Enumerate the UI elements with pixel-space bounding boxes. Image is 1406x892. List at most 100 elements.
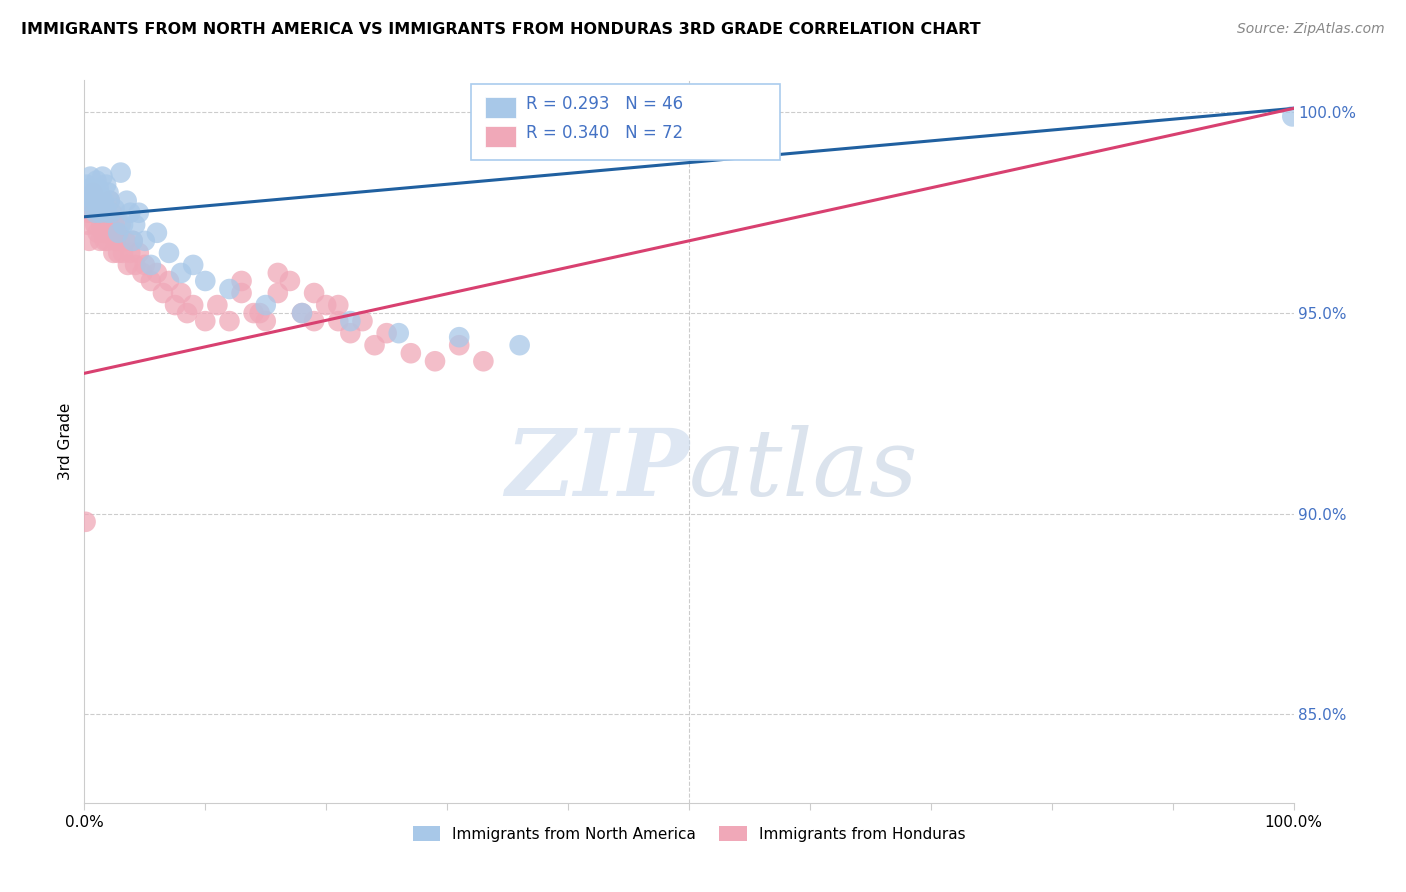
Point — [291, 306, 314, 320]
Point — [89, 234, 111, 248]
Point — [90, 218, 112, 232]
Point — [82, 202, 104, 216]
Legend: Immigrants from North America, Immigrants from Honduras: Immigrants from North America, Immigrant… — [405, 818, 973, 849]
Point — [112, 246, 135, 260]
Point — [97, 218, 120, 232]
Text: R = 0.340   N = 72: R = 0.340 N = 72 — [526, 124, 683, 142]
Point — [249, 306, 271, 320]
Point — [82, 186, 104, 200]
Text: IMMIGRANTS FROM NORTH AMERICA VS IMMIGRANTS FROM HONDURAS 3RD GRADE CORRELATION : IMMIGRANTS FROM NORTH AMERICA VS IMMIGRA… — [21, 22, 981, 37]
Point — [120, 246, 142, 260]
Point — [94, 210, 117, 224]
Point — [176, 306, 198, 320]
Point — [98, 194, 121, 208]
Point — [375, 326, 398, 341]
Point — [101, 206, 124, 220]
FancyBboxPatch shape — [485, 97, 516, 118]
Point — [97, 186, 120, 200]
Point — [79, 169, 101, 184]
Point — [302, 314, 325, 328]
Point — [509, 338, 531, 352]
Point — [170, 266, 193, 280]
Point — [278, 274, 301, 288]
Point — [91, 206, 114, 220]
Point — [254, 314, 277, 328]
Point — [91, 169, 114, 184]
Point — [90, 190, 112, 204]
FancyBboxPatch shape — [471, 84, 780, 160]
Point — [105, 226, 128, 240]
Point — [124, 258, 146, 272]
Point — [93, 194, 115, 208]
Point — [79, 206, 101, 220]
Point — [363, 338, 385, 352]
Point — [94, 234, 117, 248]
Point — [131, 266, 153, 280]
Point — [100, 206, 122, 220]
Point — [96, 206, 118, 220]
Point — [115, 194, 138, 208]
Point — [231, 274, 253, 288]
Point — [194, 314, 217, 328]
Point — [302, 286, 325, 301]
Point — [134, 258, 156, 272]
Point — [181, 298, 204, 312]
Point — [83, 202, 105, 216]
Point — [87, 182, 110, 196]
Point — [328, 314, 350, 328]
Point — [146, 226, 169, 240]
Point — [110, 218, 132, 232]
Point — [86, 198, 108, 212]
Point — [86, 206, 108, 220]
Point — [98, 194, 121, 208]
Point — [75, 194, 97, 208]
Point — [76, 178, 98, 192]
Point — [134, 234, 156, 248]
Point — [114, 234, 136, 248]
Point — [83, 186, 105, 200]
Point — [76, 206, 98, 220]
Point — [84, 218, 107, 232]
Point — [93, 226, 115, 240]
Point — [80, 190, 103, 204]
Point — [96, 234, 118, 248]
Point — [117, 258, 139, 272]
Text: atlas: atlas — [689, 425, 918, 516]
Point — [207, 298, 229, 312]
Point — [128, 246, 150, 260]
Point — [108, 234, 131, 248]
Point — [181, 258, 204, 272]
Point — [339, 314, 361, 328]
Point — [110, 166, 132, 180]
Point — [104, 218, 127, 232]
Point — [84, 206, 107, 220]
Point — [94, 178, 117, 192]
Point — [103, 246, 125, 260]
Point — [157, 246, 180, 260]
Point — [242, 306, 264, 320]
Point — [87, 202, 110, 216]
Text: R = 0.293   N = 46: R = 0.293 N = 46 — [526, 95, 683, 113]
Point — [194, 274, 217, 288]
FancyBboxPatch shape — [485, 127, 516, 147]
Point — [267, 286, 290, 301]
Point — [152, 286, 174, 301]
Point — [107, 246, 129, 260]
Point — [124, 218, 146, 232]
Point — [339, 326, 361, 341]
Point — [315, 298, 337, 312]
Point — [291, 306, 314, 320]
Text: ZIP: ZIP — [505, 425, 689, 516]
Point — [267, 266, 290, 280]
Point — [121, 234, 143, 248]
Point — [231, 286, 253, 301]
Point — [75, 515, 97, 529]
Point — [77, 182, 100, 196]
Point — [104, 202, 127, 216]
Point — [94, 202, 117, 216]
Point — [104, 234, 127, 248]
Point — [449, 330, 471, 344]
Y-axis label: 3rd Grade: 3rd Grade — [58, 403, 73, 480]
Point — [107, 226, 129, 240]
Point — [77, 234, 100, 248]
